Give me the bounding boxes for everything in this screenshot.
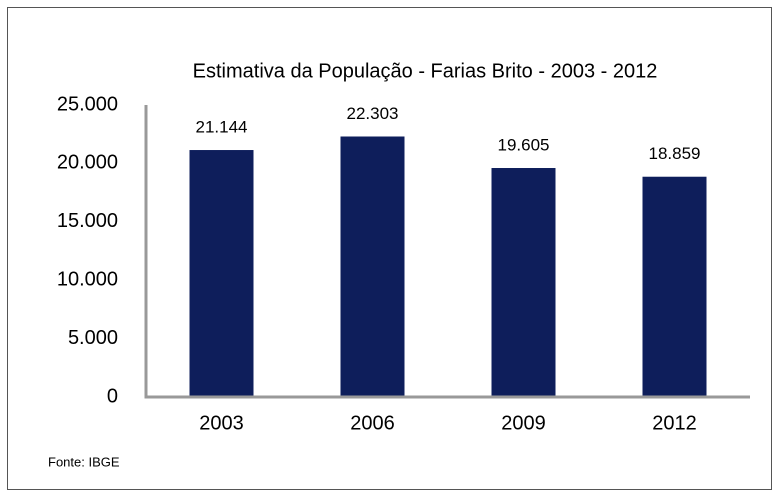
y-tick-label: 20.000 [57,152,118,174]
x-tick-label: 2009 [501,412,546,434]
chart-title: Estimativa da População - Farias Brito -… [193,60,658,82]
bar [491,168,556,397]
bar [340,136,405,397]
y-tick-label: 15.000 [57,210,118,232]
data-label: 19.605 [498,135,550,154]
data-label: 21.144 [196,118,248,137]
y-tick-label: 0 [107,385,118,407]
y-tick-label: 10.000 [57,268,118,290]
x-tick-label: 2012 [652,412,697,434]
bar [189,150,254,397]
x-tick-label: 2003 [199,412,244,434]
y-tick-label: 25.000 [57,93,118,115]
x-tick-label: 2006 [350,412,395,434]
bar [642,176,707,397]
y-tick-label: 5.000 [68,327,118,349]
data-label: 18.859 [649,144,701,163]
source-note: Fonte: IBGE [48,454,120,469]
data-label: 22.303 [347,104,399,123]
